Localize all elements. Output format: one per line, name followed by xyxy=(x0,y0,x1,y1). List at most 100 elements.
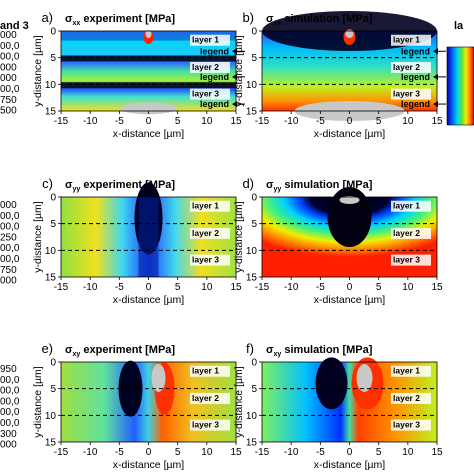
title-symbol: σ xyxy=(266,13,274,25)
left-legend-value: 500 xyxy=(0,106,17,117)
layer-label: layer 3 xyxy=(192,255,219,265)
indent-mark xyxy=(151,364,166,392)
left-legend-value: 00,0 xyxy=(0,52,20,63)
left-legend-value: 00,0 xyxy=(0,407,20,418)
title-subscript: xy xyxy=(73,351,81,358)
panel-title: σyy experiment [MPa] xyxy=(65,179,175,193)
y-tick-label: 15 xyxy=(45,273,57,284)
x-tick-label: 15 xyxy=(230,116,242,127)
panel-label: e) xyxy=(41,341,53,356)
compressive-zone xyxy=(118,360,143,417)
layer-label-bg xyxy=(391,254,431,266)
title-symbol: σ xyxy=(65,344,73,356)
title-symbol: σ xyxy=(266,344,274,356)
y-tick-label: 10 xyxy=(246,80,258,91)
layer-label: layer 3 xyxy=(393,89,420,99)
x-tick-label: -15 xyxy=(255,282,270,293)
x-tick-label: 0 xyxy=(146,282,152,293)
title-text: experiment [MPa] xyxy=(80,344,175,356)
layer-label: layer 1 xyxy=(192,366,219,376)
left-legend-value: 250 xyxy=(0,232,17,243)
y-tick-label: 5 xyxy=(50,53,56,64)
field-band xyxy=(61,82,236,89)
layer-label-bg xyxy=(391,88,431,100)
left-legend-value: 00,0 xyxy=(0,84,20,95)
y-tick-label: 0 xyxy=(50,358,56,369)
left-legend-value: 00,0 xyxy=(0,222,20,233)
x-tick-label: 10 xyxy=(201,282,213,293)
x-tick-label: 10 xyxy=(402,116,414,127)
legend-annotation: legend xyxy=(200,46,229,56)
left-legend-value: 00,0 xyxy=(0,418,20,429)
x-axis-label: x-distance [µm] xyxy=(113,294,184,306)
x-tick-label: 15 xyxy=(230,282,242,293)
x-tick-label: 0 xyxy=(347,116,353,127)
title-text: simulation [MPa] xyxy=(281,13,372,25)
left-legend-value: 000 xyxy=(0,30,17,41)
layer-label: layer 1 xyxy=(393,35,420,45)
layer-label: layer 2 xyxy=(393,228,420,238)
x-tick-label: 5 xyxy=(376,447,382,458)
legend-annotation: legend xyxy=(200,99,229,109)
x-tick-label: -5 xyxy=(115,282,124,293)
x-tick-label: 0 xyxy=(347,447,353,458)
right-legend: la xyxy=(446,20,474,126)
title-subscript: xx xyxy=(73,20,81,27)
x-tick-label: -10 xyxy=(284,447,299,458)
x-tick-label: -10 xyxy=(284,282,299,293)
title-text: simulation [MPa] xyxy=(281,344,372,356)
layer-label: layer 1 xyxy=(393,201,420,211)
x-tick-label: 0 xyxy=(146,447,152,458)
layer-label: layer 2 xyxy=(192,62,219,72)
layer-label: layer 3 xyxy=(192,89,219,99)
title-text: experiment [MPa] xyxy=(80,13,175,25)
layer-label: layer 3 xyxy=(192,420,219,430)
x-tick-label: 10 xyxy=(201,116,213,127)
layer-label: layer 1 xyxy=(192,201,219,211)
legend-annotation: legend xyxy=(401,99,430,109)
compressive-zone xyxy=(315,357,348,410)
panel-title: σxy experiment [MPa] xyxy=(65,344,175,358)
panel-c: layer 1 layer 2 layer 3 -15 -10 -5 0 5 10 15 0 5 10 1… xyxy=(32,176,242,306)
y-axis-label: y-distance [µm] xyxy=(32,366,44,437)
x-tick-label: -10 xyxy=(83,282,98,293)
y-tick-label: 0 xyxy=(251,358,257,369)
x-tick-label: -5 xyxy=(316,282,325,293)
y-axis-label: y-distance [µm] xyxy=(32,35,44,106)
field-band xyxy=(61,55,236,62)
x-tick-label: 5 xyxy=(175,116,181,127)
y-tick-label: 0 xyxy=(50,193,56,204)
left-legend-value: 950 xyxy=(0,364,17,375)
left-legend-value: 000 xyxy=(0,73,17,84)
x-tick-label: -5 xyxy=(316,116,325,127)
x-tick-label: -15 xyxy=(54,447,69,458)
x-axis-label: x-distance [µm] xyxy=(314,294,385,306)
y-tick-label: 10 xyxy=(45,246,57,257)
layer-label: layer 1 xyxy=(192,35,219,45)
panel-title: σxx simulation [MPa] xyxy=(266,13,373,27)
title-symbol: σ xyxy=(65,179,73,191)
panel-label: c) xyxy=(42,176,53,191)
legend-annotation: legend xyxy=(401,72,430,82)
y-axis-label: y-distance [µm] xyxy=(32,201,44,272)
y-tick-label: 0 xyxy=(50,27,56,38)
indent-mark xyxy=(345,30,354,38)
layer-label-bg xyxy=(190,88,230,100)
field-band xyxy=(138,197,159,277)
left-legend-value: 750 xyxy=(0,265,17,276)
layer-label-bg xyxy=(190,365,230,377)
y-tick-label: 5 xyxy=(251,53,257,64)
title-symbol: σ xyxy=(65,13,73,25)
x-tick-label: 10 xyxy=(402,447,414,458)
layer-label-bg xyxy=(391,419,431,431)
x-tick-label: -5 xyxy=(115,447,124,458)
panel-title: σxx experiment [MPa] xyxy=(65,13,175,27)
y-tick-label: 0 xyxy=(251,193,257,204)
layer-label: layer 2 xyxy=(192,228,219,238)
y-tick-label: 15 xyxy=(45,438,57,449)
x-tick-label: 10 xyxy=(402,282,414,293)
title-text: experiment [MPa] xyxy=(80,179,175,191)
x-tick-label: -5 xyxy=(115,116,124,127)
title-symbol: σ xyxy=(266,179,274,191)
